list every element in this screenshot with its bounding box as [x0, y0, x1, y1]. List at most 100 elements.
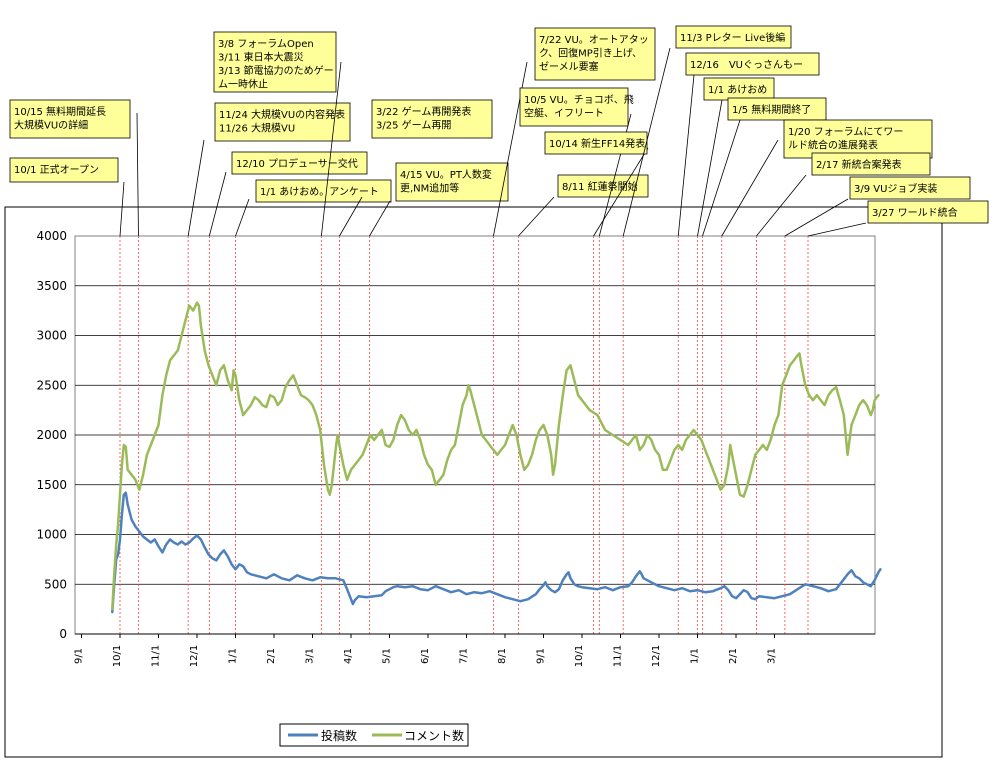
annotation-text: 3/27 ワールド統合: [872, 206, 958, 219]
legend-label-series-0: 投稿数: [321, 728, 357, 743]
x-tick-label: 12/1: [189, 645, 200, 667]
annotation-text: ム一時休止: [218, 79, 268, 91]
annotation-text: 11/3 Pレター Live後編: [680, 31, 785, 44]
x-tick-label: 1/1: [690, 648, 701, 664]
annotation-box: [783, 119, 933, 159]
annotation-box: [214, 102, 351, 142]
y-tick-label: 1500: [36, 478, 67, 492]
annotation-leader: [339, 196, 363, 237]
annotation-text: 3/22 ゲーム再開発表: [376, 105, 471, 118]
annotation-text: 1/1 あけおめ: [708, 84, 767, 96]
annotation-leader: [807, 222, 867, 237]
annotation-leader: [622, 47, 671, 237]
annotation-leader: [702, 119, 741, 237]
annotation-box: [557, 174, 649, 198]
x-tick-label: 11/1: [613, 645, 624, 667]
annotation-box: [213, 31, 337, 93]
annotation-leader: [518, 196, 555, 237]
annotation-box: [371, 99, 493, 139]
y-tick-label: 4000: [36, 229, 67, 243]
annotation-text: 3/25 ゲーム再開: [376, 120, 451, 132]
x-tick-label: 10/1: [112, 645, 123, 667]
annotation-text: 7/22 VU。オートアタッ: [539, 34, 649, 46]
annotation-box: [811, 152, 931, 176]
annotation-box: [675, 25, 792, 49]
x-tick-label: 3/1: [767, 648, 778, 664]
annotation-leader: [677, 74, 695, 237]
annotation-text: 3/11 東日本大震災: [218, 51, 304, 64]
annotation-leader: [320, 61, 342, 237]
y-tick-label: 500: [44, 577, 67, 591]
y-tick-label: 3500: [36, 279, 67, 293]
annotation-text: 11/26 大規模VU: [219, 122, 295, 135]
annotation-text: 2/17 新統合案発表: [816, 158, 902, 171]
annotation-text: 10/5 VU。チョコボ、飛: [524, 94, 634, 106]
annotation-text: 10/1 正式オープン: [14, 163, 99, 176]
y-tick-label: 2500: [36, 378, 67, 392]
x-tick-label: 9/1: [536, 648, 547, 664]
axis-layer: 0 500 1000 1500 2000 2500 3000 3500 4000 9/1 10/1 1…: [36, 229, 875, 667]
annotation-leader: [136, 112, 139, 237]
annotation-box: [231, 151, 368, 175]
annotation-leader: [756, 174, 807, 237]
x-tick-label: 3/1: [305, 648, 316, 664]
annotation-text: 1/5 無料期間終了: [732, 103, 811, 116]
annotation-text: ルド統合の進展発表: [788, 139, 878, 152]
annotation-text: 大規模VUの詳細: [14, 119, 88, 132]
annotation-text: 1/20 フォーラムにてワー: [788, 126, 903, 138]
annotation-text: 10/14 新生FF14発表: [549, 137, 645, 150]
x-tick-label: 2/1: [266, 648, 277, 664]
annotation-box: [534, 27, 656, 81]
annotation-leader: [235, 198, 250, 237]
annotation-leader: [593, 147, 649, 237]
x-tick-label: 2/1: [728, 648, 739, 664]
x-tick-label: 9/1: [74, 648, 85, 664]
annotation-text: 4/15 VU。PT人数変: [400, 168, 492, 181]
y-tick-label: 0: [59, 627, 67, 641]
annotation-box: [9, 99, 131, 139]
x-tick-label: 1/1: [228, 648, 239, 664]
annotation-text: 12/10 プロデューサー交代: [236, 157, 358, 170]
annotation-text: 更,NM追加等: [400, 182, 459, 195]
legend-label-series-1: コメント数: [404, 728, 464, 743]
annotation-box: [9, 157, 119, 183]
grid-layer: [75, 285, 875, 585]
annotation-text: 11/24 大規模VUの内容発表: [219, 108, 345, 121]
annotation-leader: [369, 200, 391, 237]
annotation-text: 10/15 無料期間延長: [14, 105, 106, 118]
x-tick-label: 6/1: [420, 648, 431, 664]
annotation-box: [395, 162, 509, 202]
annotation-leader: [721, 139, 779, 237]
annotation-leader: [784, 198, 849, 237]
x-tick-label: 10/1: [574, 645, 585, 667]
annotation-box: [685, 52, 820, 76]
annotation-text: 3/9 VUジョブ実装: [854, 182, 937, 195]
annotation-text: 8/11 紅蓮祭開始: [562, 180, 638, 193]
annotation-box: [544, 131, 648, 155]
annotation-text: 1/1 あけおめ。アンケート: [260, 186, 379, 198]
annotation-box: [727, 97, 827, 121]
annotation-leader: [187, 139, 205, 237]
annotation-text: 12/16 VUぐっさんもー: [690, 59, 803, 71]
legend: 投稿数 コメント数: [279, 723, 469, 747]
series-line-0: [111, 491, 882, 614]
annotation-text: 3/8 フォーラムOpen: [218, 38, 314, 50]
x-tick-label: 5/1: [382, 648, 393, 664]
annotation-text: 空艇、イフリート: [524, 107, 604, 120]
y-tick-label: 2000: [36, 428, 67, 442]
y-tick-label: 3000: [36, 329, 67, 343]
annotation-box: [255, 179, 392, 203]
annotation-box: [849, 176, 971, 200]
annotation-box: [867, 200, 989, 224]
annotation-text: ゼーメル要塞: [539, 60, 599, 73]
series-layer: [111, 301, 882, 614]
x-tick-label: 11/1: [151, 645, 162, 667]
x-tick-label: 8/1: [497, 648, 508, 664]
series-line-1: [111, 301, 880, 611]
annotation-leader: [119, 181, 125, 237]
annotation-box: [519, 87, 629, 127]
x-tick-label: 4/1: [343, 648, 354, 664]
x-tick-label: 12/1: [651, 645, 662, 667]
